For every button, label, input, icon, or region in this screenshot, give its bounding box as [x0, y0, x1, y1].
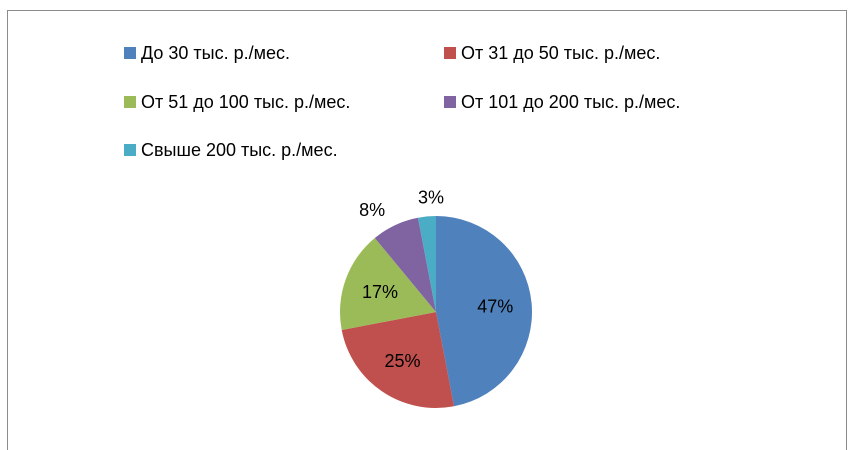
pie-data-label-4: 3% — [418, 187, 444, 207]
pie-data-label-2: 17% — [362, 282, 398, 302]
legend-swatch-3 — [444, 96, 456, 108]
pie-data-label-1: 25% — [384, 351, 420, 371]
legend-label-3: От 101 до 200 тыс. р./мес. — [461, 92, 681, 112]
legend-swatch-0 — [124, 47, 136, 59]
legend-swatch-1 — [444, 47, 456, 59]
pie-data-labels: 47% 25% 17% 8% 3% — [359, 187, 513, 371]
pie-slices — [339, 215, 533, 409]
legend-label-0: До 30 тыс. р./мес. — [141, 43, 291, 63]
pie-data-label-3: 8% — [359, 200, 385, 220]
legend-swatch-2 — [124, 96, 136, 108]
legend-item-1: От 31 до 50 тыс. р./мес. — [444, 43, 660, 63]
pie-data-label-0: 47% — [477, 296, 513, 316]
legend-label-4: Свыше 200 тыс. р./мес. — [141, 140, 338, 160]
legend-item-2: От 51 до 100 тыс. р./мес. — [124, 92, 350, 112]
pie-slice-4 — [418, 215, 436, 312]
legend-item-3: От 101 до 200 тыс. р./мес. — [444, 92, 680, 112]
legend-item-0: До 30 тыс. р./мес. — [124, 43, 290, 63]
legend-label-1: От 31 до 50 тыс. р./мес. — [461, 43, 661, 63]
legend-swatch-4 — [124, 144, 136, 156]
chart-legend: До 30 тыс. р./мес. От 31 до 50 тыс. р./м… — [0, 0, 853, 170]
pie-slice-2 — [339, 238, 436, 330]
legend-item-4: Свыше 200 тыс. р./мес. — [124, 140, 338, 160]
pie-slice-1 — [341, 312, 454, 409]
pie-slice-0 — [436, 216, 533, 407]
legend-label-2: От 51 до 100 тыс. р./мес. — [141, 92, 351, 112]
pie-slice-3 — [374, 217, 436, 312]
